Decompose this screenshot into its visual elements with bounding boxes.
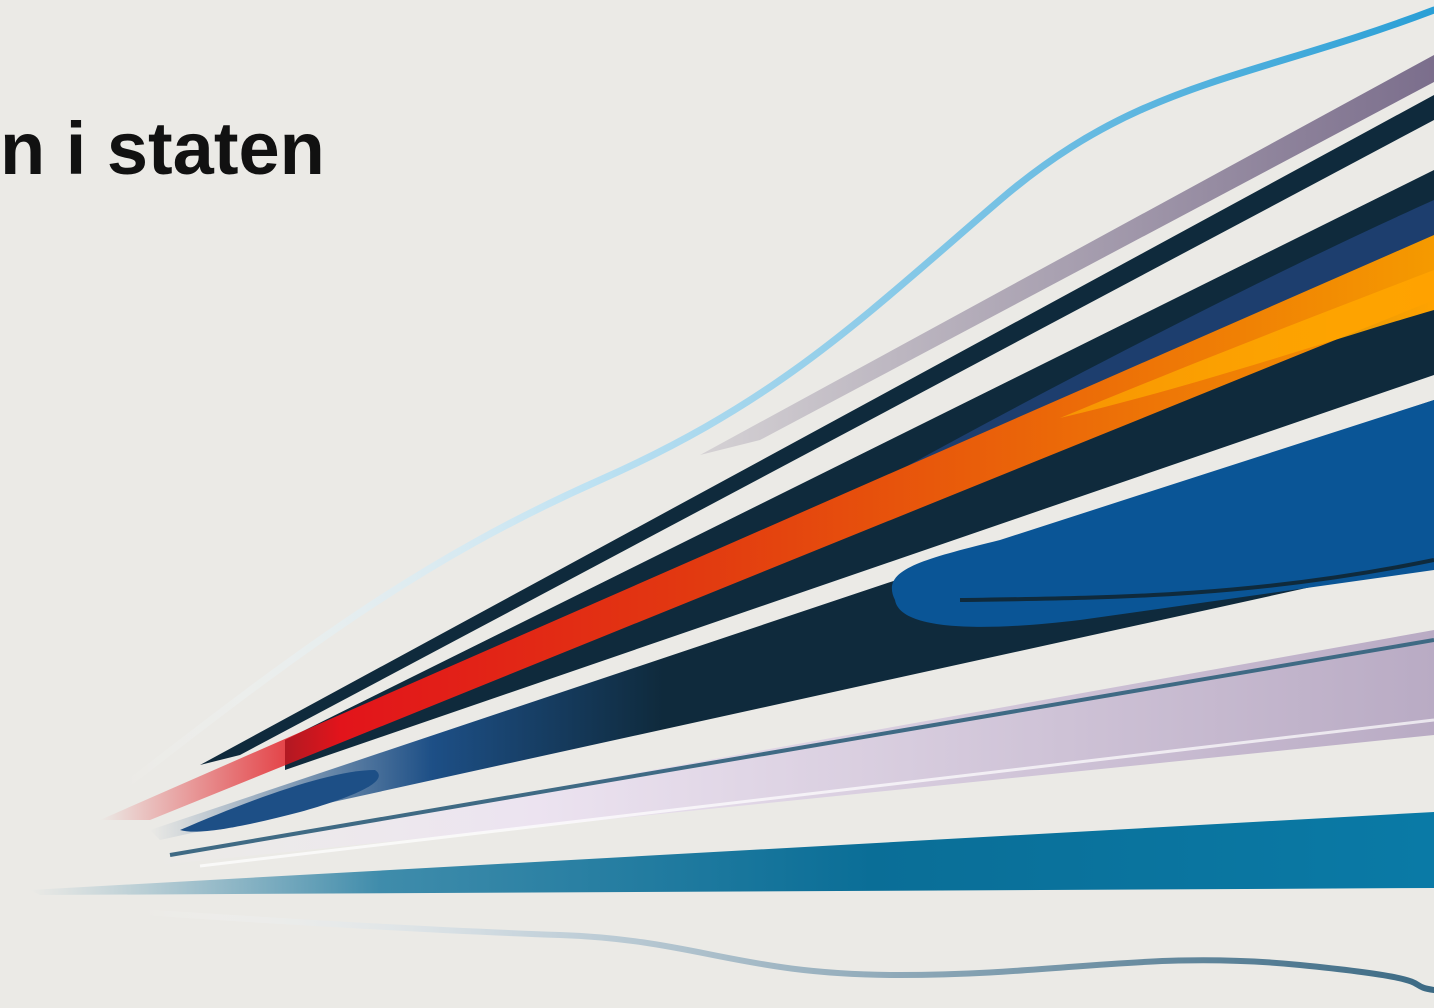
- left-blue-blob: [180, 770, 379, 832]
- lavender-edge-line: [169, 638, 1434, 857]
- navy-thin-line: [200, 95, 1434, 765]
- sky-blue-stroke: [116, 6, 1434, 794]
- mauve-band: [700, 55, 1434, 455]
- red-orange-band: [100, 235, 1434, 820]
- lavender-edge-line-lower: [199, 718, 1434, 868]
- royal-blue-blade: [891, 400, 1434, 627]
- page-title: n i staten: [0, 107, 325, 190]
- dark-blue-sliver: [900, 200, 1434, 470]
- royal-blue-blade-line: [959, 558, 1434, 602]
- orange-highlight: [1060, 270, 1434, 418]
- teal-band: [30, 812, 1434, 895]
- bottom-wave-stroke: [137, 909, 1434, 993]
